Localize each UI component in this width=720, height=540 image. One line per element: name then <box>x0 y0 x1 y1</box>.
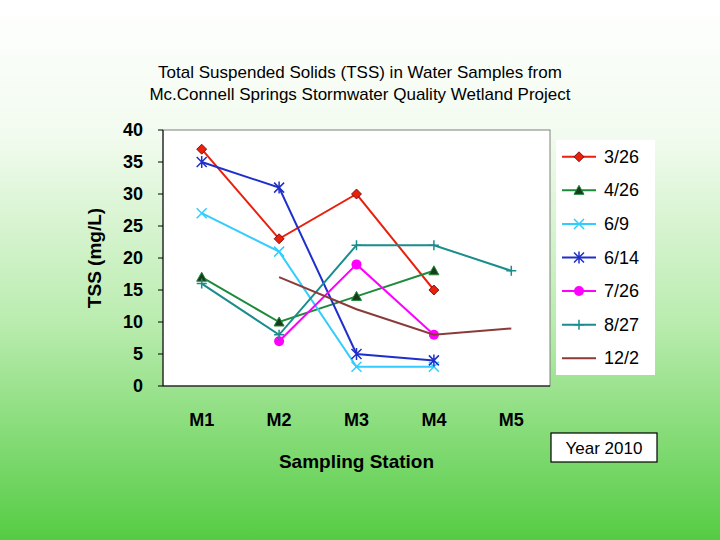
series-line <box>202 271 434 322</box>
annotation-box <box>551 433 657 462</box>
x-tick-label: M2 <box>267 410 292 430</box>
x-axis-label: Sampling Station <box>279 451 434 472</box>
y-tick <box>158 354 163 355</box>
y-tick-label: 25 <box>123 216 143 236</box>
point-marker <box>352 240 362 250</box>
point-marker <box>197 208 207 218</box>
legend-label: 6/14 <box>604 248 639 268</box>
point-marker <box>352 348 362 360</box>
point-marker <box>274 247 284 257</box>
chart: Total Suspended Solids (TSS) in Water Sa… <box>0 0 720 540</box>
x-tick-label: M1 <box>189 410 214 430</box>
y-tick-label: 35 <box>123 152 143 172</box>
y-tick-label: 0 <box>133 376 143 396</box>
point-marker <box>352 259 362 269</box>
series-line <box>202 245 512 335</box>
series-line <box>202 162 434 360</box>
point-marker <box>274 234 284 244</box>
x-tick-label: M5 <box>499 410 524 430</box>
y-tick-label: 30 <box>123 184 143 204</box>
point-marker <box>429 240 439 250</box>
series-line <box>279 277 511 335</box>
x-tick-label: M3 <box>344 410 369 430</box>
legend-label: 4/26 <box>604 180 639 200</box>
point-marker <box>197 156 207 168</box>
point-marker <box>429 285 439 295</box>
y-tick-label: 5 <box>133 344 143 364</box>
y-tick <box>158 386 163 387</box>
legend <box>556 140 655 375</box>
legend-label: 7/26 <box>604 281 639 301</box>
point-marker <box>352 189 362 199</box>
point-marker <box>506 266 516 276</box>
y-axis-label: TSS (mg/L) <box>84 208 105 308</box>
point-marker <box>274 182 284 194</box>
point-marker <box>429 354 439 366</box>
legend-label: 12/2 <box>604 348 639 368</box>
point-marker <box>274 330 284 340</box>
y-tick <box>158 162 163 163</box>
point-marker <box>197 279 207 289</box>
point-marker <box>274 317 284 326</box>
legend-label: 3/26 <box>604 147 639 167</box>
y-tick <box>158 258 163 259</box>
legend-marker <box>574 252 584 264</box>
y-tick <box>158 226 163 227</box>
legend-label: 8/27 <box>604 315 639 335</box>
legend-label: 6/9 <box>604 214 629 234</box>
point-marker <box>429 266 439 275</box>
legend-marker <box>574 286 584 296</box>
y-tick <box>158 194 163 195</box>
point-marker <box>352 291 362 300</box>
series-line <box>279 264 434 341</box>
y-tick-label: 40 <box>123 120 143 140</box>
legend-marker <box>574 320 584 330</box>
legend-marker <box>574 185 584 194</box>
x-tick-label: M4 <box>421 410 446 430</box>
y-tick-label: 20 <box>123 248 143 268</box>
y-tick-label: 10 <box>123 312 143 332</box>
plot-area <box>163 130 550 386</box>
y-tick-label: 15 <box>123 280 143 300</box>
series-group <box>197 144 517 372</box>
x-axis <box>163 386 550 387</box>
legend-marker <box>574 152 584 162</box>
point-marker <box>197 144 207 154</box>
y-tick <box>158 290 163 291</box>
title: Total Suspended Solids (TSS) in Water Sa… <box>149 63 570 104</box>
y-tick <box>158 130 163 131</box>
legend-line <box>562 357 596 359</box>
y-tick <box>158 322 163 323</box>
annotation: Year 2010 <box>566 439 643 458</box>
point-marker <box>352 362 362 372</box>
legend-marker <box>574 219 584 229</box>
